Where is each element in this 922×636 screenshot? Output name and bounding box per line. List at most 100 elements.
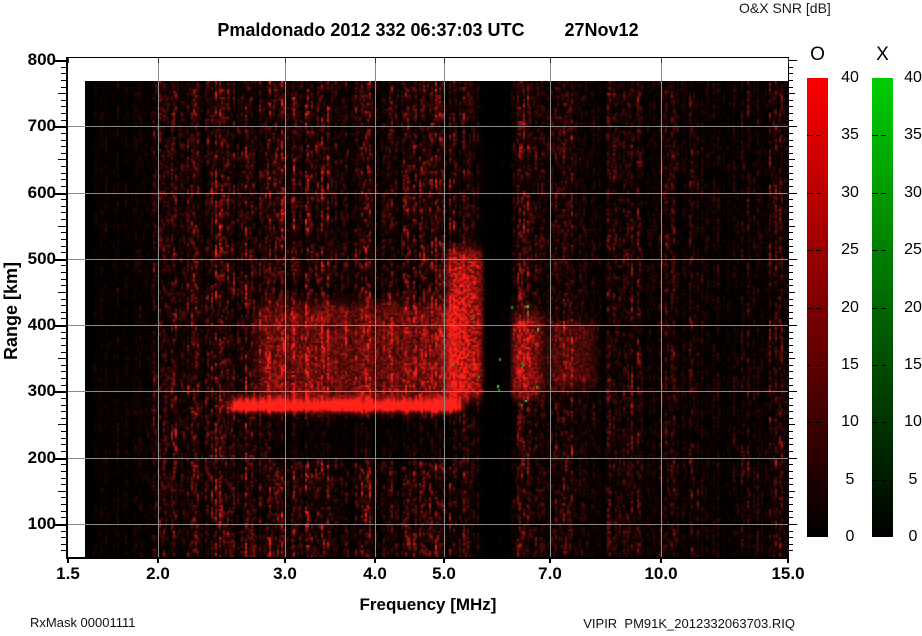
y-axis-tick [61, 239, 66, 240]
y-axis-tick-right [789, 398, 793, 399]
colorbar-tick-label: 10 [904, 413, 922, 430]
y-axis-tick-right [789, 100, 793, 101]
y-axis-tick [61, 80, 66, 81]
colorbar-tick-dash [881, 308, 886, 309]
x-axis-tick [67, 558, 69, 563]
y-axis-tick [55, 325, 66, 327]
y-axis-tick-right [789, 285, 793, 286]
x-axis-tick-top [375, 58, 376, 63]
colorbar-tick-label: 15 [904, 356, 922, 373]
gridline-horizontal [67, 259, 789, 260]
y-axis-tick-right [789, 491, 795, 492]
y-tick-label: 100 [27, 514, 56, 533]
y-axis-tick [55, 126, 66, 128]
y-axis-tick-right [789, 511, 793, 512]
y-axis-tick [61, 199, 66, 200]
colorbar-tick-dash [816, 135, 821, 136]
x-tick-label: 2.0 [146, 564, 170, 583]
gridline-vertical [375, 57, 376, 557]
plot-date: 27Nov12 [564, 20, 639, 40]
colorbar-tick-dash [881, 480, 886, 481]
gridline-horizontal [67, 458, 789, 459]
y-axis-tick-right [789, 484, 793, 485]
y-axis-tick-right [789, 478, 793, 479]
colorbar-tick-dash [816, 365, 821, 366]
y-axis-tick-right [789, 371, 793, 372]
plot-border-top [66, 57, 789, 58]
y-axis-tick [61, 100, 66, 101]
y-axis-tick [61, 418, 66, 419]
y-axis-tick [58, 226, 66, 227]
gridline-vertical [158, 57, 159, 557]
y-axis-tick-right [789, 80, 793, 81]
y-axis-tick [58, 358, 66, 359]
colorbar-tick-label: 15 [841, 356, 859, 373]
gridline-vertical [444, 57, 445, 557]
y-axis-tick [61, 345, 66, 346]
y-axis-tick-right [789, 292, 795, 293]
y-axis-tick-right [789, 424, 795, 425]
y-tick-label: 400 [27, 315, 56, 334]
y-axis-tick-right [789, 226, 795, 227]
y-axis-tick-right [789, 352, 793, 353]
plot-border-right [788, 57, 789, 558]
x-axis-tick-top [550, 58, 551, 63]
colorbar-tick-dash [816, 250, 821, 251]
footer-filename: VIPIR PM91K_2012332063703.RIQ [583, 616, 795, 631]
y-axis-tick-right [789, 438, 793, 439]
y-axis-tick [61, 219, 66, 220]
y-axis-tick [61, 371, 66, 372]
y-axis-tick-right [789, 497, 793, 498]
gridline-horizontal [67, 391, 789, 392]
y-tick-label: 200 [27, 448, 56, 467]
y-axis-tick-right [789, 159, 795, 160]
y-axis-tick [61, 265, 66, 266]
y-axis-tick-right [789, 299, 793, 300]
plot-border-bottom [66, 557, 789, 559]
y-axis-tick-right [789, 259, 797, 260]
y-axis-tick-right [789, 186, 793, 187]
colorbar-tick-label: 0 [845, 528, 855, 545]
y-axis-tick-right [789, 405, 793, 406]
y-axis-tick-right [789, 537, 793, 538]
x-axis-tick [157, 558, 159, 563]
colorbar-tick-label: 5 [908, 471, 918, 488]
y-axis-tick-right [789, 385, 793, 386]
y-axis-tick [55, 524, 66, 526]
x-axis-tick-top [661, 58, 662, 63]
y-axis-tick [58, 93, 66, 94]
y-axis-tick-right [789, 166, 793, 167]
y-axis-tick [61, 285, 66, 286]
y-axis-tick [61, 113, 66, 114]
y-axis-tick-right [789, 332, 793, 333]
y-axis-tick [61, 206, 66, 207]
y-axis-tick [61, 133, 66, 134]
y-axis-tick-right [789, 318, 793, 319]
y-axis-tick-right [789, 67, 793, 68]
y-axis-tick [61, 232, 66, 233]
colorbar-tick-dash [872, 308, 878, 309]
colorbar-title: O&X SNR [dB] [739, 0, 831, 16]
y-axis-tick [61, 140, 66, 141]
x-tick-label: 5.0 [432, 564, 456, 583]
x-axis-tick [660, 558, 662, 563]
y-axis-tick [61, 73, 66, 74]
y-axis-tick-right [789, 60, 797, 61]
y-axis-tick [61, 464, 66, 465]
y-axis-tick-right [789, 444, 793, 445]
y-axis-tick [61, 272, 66, 273]
y-tick-label: 700 [27, 116, 56, 135]
colorbar-tick-dash [881, 135, 886, 136]
colorbar-tick-label: 25 [904, 241, 922, 258]
y-axis-tick [61, 186, 66, 187]
y-axis-tick-right [789, 550, 793, 551]
x-axis-tick-top [285, 58, 286, 63]
y-axis-tick [61, 365, 66, 366]
y-axis-tick-right [789, 365, 793, 366]
y-axis-tick-right [789, 140, 793, 141]
colorbar-tick-label: 10 [841, 413, 859, 430]
y-tick-label: 800 [27, 50, 56, 69]
y-axis-tick [61, 153, 66, 154]
y-axis-tick [58, 424, 66, 425]
y-axis-tick [61, 438, 66, 439]
